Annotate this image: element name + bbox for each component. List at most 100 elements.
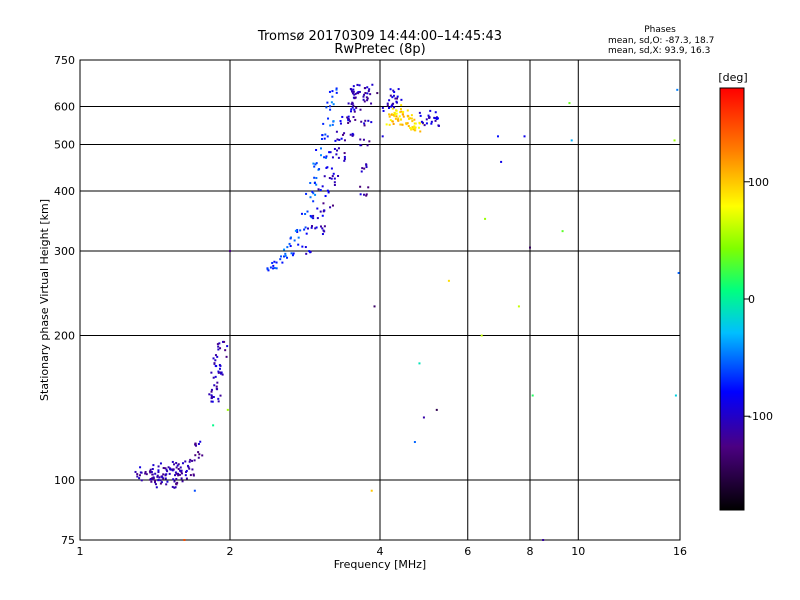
data-point bbox=[296, 228, 299, 231]
data-point bbox=[172, 478, 175, 481]
data-point bbox=[214, 375, 217, 378]
data-point bbox=[335, 153, 338, 156]
x-tick-label: 6 bbox=[464, 545, 471, 558]
data-point bbox=[208, 393, 211, 396]
y-tick-label: 75 bbox=[61, 534, 75, 547]
x-axis-label: Frequency [MHz] bbox=[334, 558, 426, 571]
data-point bbox=[181, 462, 184, 465]
data-point bbox=[164, 467, 167, 470]
data-point bbox=[335, 88, 338, 91]
data-point bbox=[304, 246, 307, 249]
data-point bbox=[219, 394, 222, 397]
data-point bbox=[309, 251, 312, 254]
data-point bbox=[199, 440, 202, 443]
data-point bbox=[352, 90, 355, 93]
data-point bbox=[376, 92, 379, 95]
data-point bbox=[180, 477, 183, 480]
data-point bbox=[185, 469, 188, 472]
data-point bbox=[174, 474, 177, 477]
data-point bbox=[339, 122, 342, 125]
data-point bbox=[364, 92, 367, 95]
data-point bbox=[192, 474, 195, 477]
data-point bbox=[189, 458, 192, 461]
data-point bbox=[136, 473, 139, 476]
data-point bbox=[175, 472, 178, 475]
data-point bbox=[161, 476, 164, 479]
data-point bbox=[410, 117, 413, 120]
data-point bbox=[275, 261, 278, 264]
data-point bbox=[176, 481, 179, 484]
data-point bbox=[157, 478, 160, 481]
data-point bbox=[359, 138, 362, 141]
data-point bbox=[367, 119, 370, 122]
data-point bbox=[266, 268, 269, 271]
data-point bbox=[417, 126, 420, 129]
data-point bbox=[310, 226, 313, 229]
data-point bbox=[297, 236, 300, 239]
data-point bbox=[213, 362, 216, 365]
data-point bbox=[402, 113, 405, 116]
data-point bbox=[317, 188, 320, 191]
data-point bbox=[366, 86, 369, 89]
data-point bbox=[173, 463, 176, 466]
data-point bbox=[322, 122, 325, 125]
data-point bbox=[364, 87, 367, 90]
data-point bbox=[144, 470, 147, 473]
data-point bbox=[351, 101, 354, 104]
data-point bbox=[192, 473, 195, 476]
data-point bbox=[297, 243, 300, 246]
data-point bbox=[484, 217, 487, 220]
data-point bbox=[316, 217, 319, 220]
data-point bbox=[191, 459, 194, 462]
data-point bbox=[392, 94, 395, 97]
data-point bbox=[185, 477, 188, 480]
data-point bbox=[326, 135, 329, 138]
data-point bbox=[414, 126, 417, 129]
y-tick-label: 300 bbox=[54, 245, 75, 258]
data-point bbox=[333, 183, 336, 186]
data-point bbox=[366, 99, 369, 102]
data-point bbox=[210, 395, 213, 398]
data-point bbox=[272, 267, 275, 270]
data-point bbox=[174, 486, 177, 489]
data-point bbox=[360, 170, 363, 173]
data-point bbox=[355, 106, 358, 109]
colorbar-ticks: 100 0 -100 bbox=[744, 176, 773, 423]
data-point bbox=[193, 459, 196, 462]
data-point bbox=[400, 98, 403, 101]
data-point bbox=[305, 192, 308, 195]
data-point bbox=[221, 373, 224, 376]
data-point bbox=[347, 121, 350, 124]
data-point bbox=[677, 271, 680, 274]
data-point bbox=[391, 96, 394, 99]
data-point bbox=[331, 175, 334, 178]
data-point bbox=[175, 477, 178, 480]
data-point bbox=[321, 134, 324, 137]
data-point bbox=[332, 120, 335, 123]
data-point bbox=[363, 167, 366, 170]
data-point bbox=[397, 117, 400, 120]
data-point bbox=[393, 115, 396, 118]
data-point bbox=[180, 472, 183, 475]
data-point bbox=[325, 166, 328, 169]
data-point bbox=[169, 467, 172, 470]
data-point bbox=[306, 210, 309, 213]
data-point bbox=[289, 245, 292, 248]
data-point bbox=[401, 123, 404, 126]
data-point bbox=[211, 400, 214, 403]
data-point bbox=[369, 93, 372, 96]
data-point bbox=[362, 98, 365, 101]
data-point bbox=[327, 117, 330, 120]
data-point bbox=[406, 109, 409, 112]
data-point bbox=[362, 138, 365, 141]
data-point bbox=[216, 381, 219, 384]
data-point bbox=[340, 137, 343, 140]
data-point bbox=[323, 175, 326, 178]
x-tick-label: 8 bbox=[527, 545, 534, 558]
data-point bbox=[370, 121, 373, 124]
data-point bbox=[290, 252, 293, 255]
data-point bbox=[323, 230, 326, 233]
data-point bbox=[186, 464, 189, 467]
data-point bbox=[388, 113, 391, 116]
data-point bbox=[389, 119, 392, 122]
